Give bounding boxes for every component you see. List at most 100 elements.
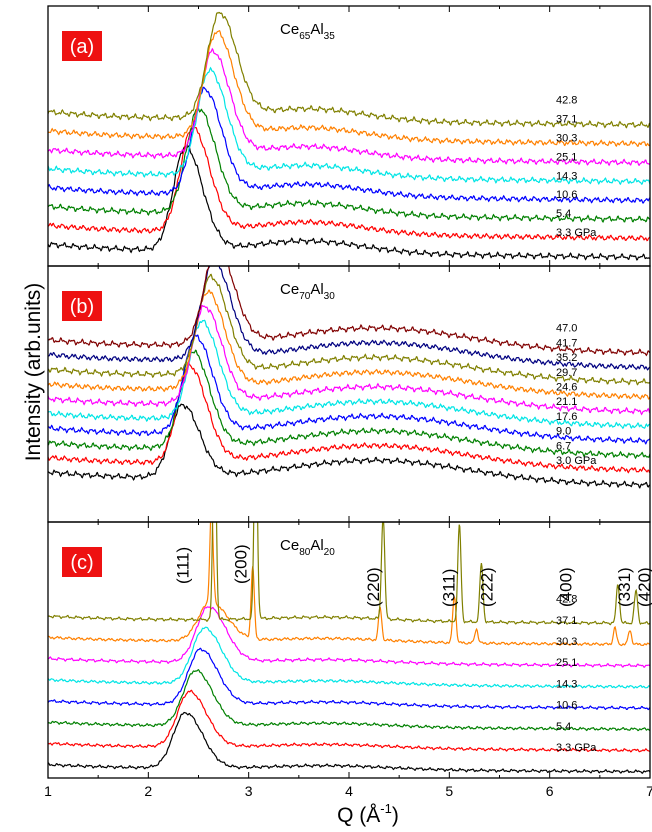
series-label: 37.1	[556, 114, 577, 126]
series-label: 42.8	[556, 95, 577, 107]
series-label: 5.4	[556, 721, 571, 733]
alloy-label-part: Al	[310, 281, 323, 298]
series-line	[48, 266, 650, 371]
series-label: 47.0	[556, 323, 577, 335]
x-tick-label: 5	[445, 783, 453, 799]
series-line	[48, 273, 650, 386]
series-line	[48, 107, 650, 224]
alloy-label-part: Al	[310, 21, 323, 38]
alloy-label-part: Ce	[280, 281, 299, 298]
series-line	[48, 66, 650, 186]
reflection-label: (220)	[364, 567, 383, 607]
reflection-label: (400)	[557, 567, 576, 607]
series-line	[48, 47, 650, 167]
x-axis-label: Q (Å-1)	[337, 801, 399, 827]
series-label: 3.0 GPa	[556, 455, 597, 467]
panel-frame	[47, 521, 651, 779]
alloy-label-part: Al	[310, 537, 323, 554]
axes-layer: 1 2 3 4 5 6 7	[44, 5, 652, 799]
series-label: 3.3 GPa	[556, 742, 597, 754]
x-tick-label: 1	[44, 783, 52, 799]
panel-1: 3.3 GPa 5.4 10.6 14.3 25.1 30.3 37.1 42.8 (a) Ce6…	[48, 11, 650, 261]
series-line	[48, 144, 650, 261]
alloy-label-part: 20	[324, 547, 336, 558]
alloy-label-part: Ce	[280, 537, 299, 554]
reflection-label: (200)	[232, 544, 251, 584]
alloy-label-part: 80	[299, 547, 311, 558]
series-line	[48, 86, 650, 204]
series-label: 29.7	[556, 367, 577, 379]
alloy-label: Ce65Al35	[280, 21, 335, 42]
alloy-label-part: 70	[299, 291, 311, 302]
series-line	[48, 606, 650, 668]
x-tick-label: 7	[646, 783, 652, 799]
alloy-label-part: 65	[299, 31, 311, 42]
series-line	[48, 266, 650, 357]
series-line	[48, 304, 650, 416]
series-line	[48, 11, 650, 129]
series-line	[48, 647, 650, 711]
panel-2: 3.0 GPa 6.7 9.0 17.6 21.1 24.6 29.7 35.2 41.7 47.…	[48, 266, 650, 489]
panel-3: 3.3 GPa 5.4 10.6 14.3 25.1 30.3 37.1 42.8 (c) Ce8…	[48, 522, 652, 774]
series-group	[48, 11, 650, 261]
x-tick-label: 3	[245, 783, 253, 799]
alloy-label: Ce80Al20	[280, 537, 335, 558]
alloy-label-part: 35	[324, 31, 336, 42]
series-line	[48, 689, 650, 753]
x-tick-label: 2	[144, 783, 152, 799]
reflection-label: (111)	[173, 547, 192, 584]
series-label: 17.6	[556, 411, 577, 423]
series-label: 10.6	[556, 189, 577, 201]
panels-layer: 3.3 GPa5.410.614.325.130.337.142.8(a)Ce6…	[48, 11, 652, 774]
x-axis-label-exp: -1	[380, 801, 392, 816]
series-label: 30.3	[556, 636, 577, 648]
series-label: 30.3	[556, 133, 577, 145]
panel-tag: (c)	[62, 547, 102, 577]
alloy-label-part: Ce	[280, 21, 299, 38]
series-line	[48, 289, 650, 400]
series-label: 14.3	[556, 678, 577, 690]
series-line	[48, 333, 650, 445]
series-label: 10.6	[556, 700, 577, 712]
series-group	[48, 522, 650, 774]
series-label: 35.2	[556, 352, 577, 364]
series-label: 25.1	[556, 151, 577, 163]
x-axis-label-main: Q (Å	[337, 804, 380, 827]
series-line	[48, 29, 650, 148]
series-group	[48, 266, 650, 489]
alloy-label-part: 30	[324, 291, 336, 302]
series-line	[48, 668, 650, 732]
y-axis-label: Intensity (arb.units)	[22, 283, 45, 462]
x-tick-label: 4	[345, 783, 353, 799]
series-label: 41.7	[556, 337, 577, 349]
series-line	[48, 626, 650, 689]
reflection-label: (331)	[615, 567, 634, 607]
panel-tag: (b)	[62, 291, 102, 321]
panel-tag-text: (a)	[70, 36, 94, 58]
panel-tag-text: (b)	[70, 296, 94, 318]
series-line	[48, 711, 650, 774]
series-label: 42.8	[556, 594, 577, 606]
reflection-label: (311)	[439, 569, 458, 607]
series-label: 24.6	[556, 382, 577, 394]
series-line	[48, 403, 650, 489]
series-label: 14.3	[556, 170, 577, 182]
series-line	[48, 362, 650, 474]
series-label: 9.0	[556, 426, 571, 438]
series-line	[48, 349, 650, 460]
series-line	[48, 522, 650, 647]
series-line	[48, 319, 650, 430]
series-line	[48, 126, 650, 242]
series-line	[48, 522, 650, 626]
alloy-label: Ce70Al30	[280, 281, 335, 302]
series-label: 3.3 GPa	[556, 227, 597, 239]
reflection-label: (420)	[635, 567, 652, 607]
series-label: 6.7	[556, 440, 571, 452]
series-label: 25.1	[556, 657, 577, 669]
x-tick-label: 6	[546, 783, 554, 799]
reflection-label: (222)	[477, 567, 496, 607]
series-label: 37.1	[556, 615, 577, 627]
series-label: 5.4	[556, 208, 571, 220]
x-axis-label-close: )	[392, 804, 399, 827]
